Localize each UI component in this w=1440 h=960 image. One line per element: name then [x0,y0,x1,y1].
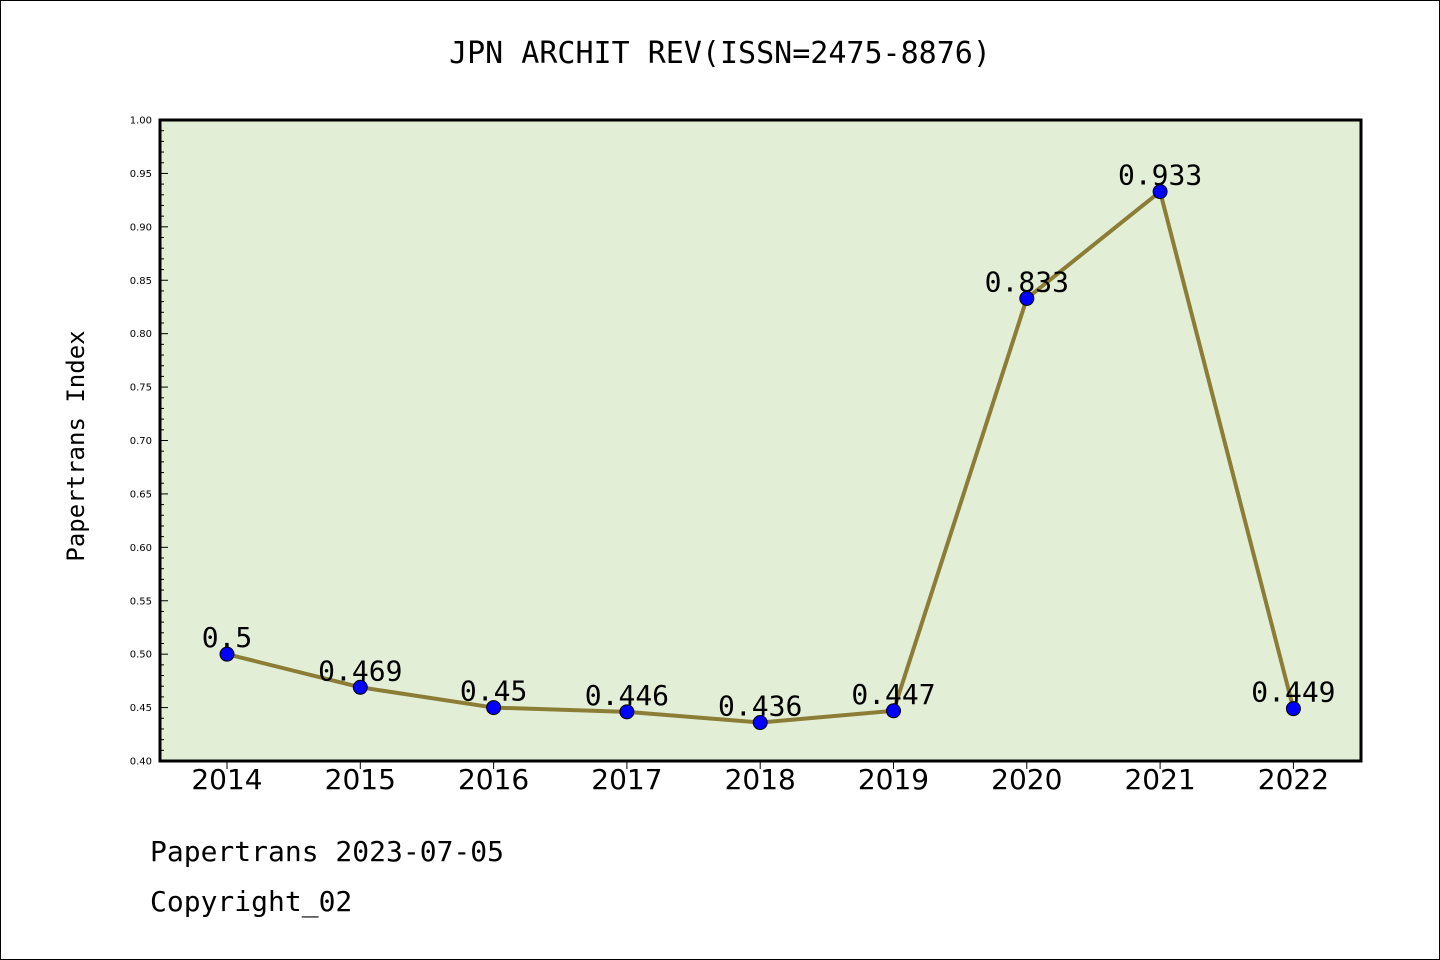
x-tick-label: 2016 [458,763,529,796]
y-tick-label: 0.85 [130,276,152,287]
data-label: 0.833 [985,265,1069,298]
data-label: 0.436 [718,690,802,723]
y-tick-label: 0.60 [130,543,152,554]
data-point [752,715,768,731]
plot-border [158,118,1363,763]
data-label: 0.447 [851,678,935,711]
series-group [219,184,1301,731]
plot-area [160,120,1361,761]
data-label: 0.933 [1118,159,1202,192]
data-label: 0.446 [585,679,669,712]
x-tick-label: 2022 [1258,763,1329,796]
data-point [1285,701,1301,717]
x-tick-label: 2015 [325,763,396,796]
data-label: 0.45 [460,675,527,708]
data-labels: 0.5 0.469 0.45 0.446 0.436 0.447 0.833 0.933 0.4… [202,159,1336,723]
data-point [886,703,901,719]
data-point [1152,184,1168,200]
y-tick-label: 0.80 [130,329,152,340]
x-tick-label: 2018 [725,763,796,796]
y-tick-label: 0.70 [130,436,152,447]
x-tick-label: 2020 [991,763,1062,796]
data-point [219,646,235,662]
x-axis: 2014 2015 2016 2017 2018 2019 2020 2021 2022 [191,761,1329,796]
x-tick-label: 2014 [191,763,262,796]
y-tick-label: 0.65 [130,489,152,500]
y-tick-label: 0.95 [130,169,152,180]
x-tick-label: 2019 [858,763,929,796]
data-point [619,704,635,720]
y-tick-label: 0.45 [130,703,152,714]
data-point [486,700,502,716]
chart-title: JPN ARCHIT REV(ISSN=2475-8876) [449,36,991,71]
data-label: 0.449 [1251,676,1335,709]
y-tick-label: 0.40 [130,757,152,768]
footer-date: Papertrans 2023-07-05 [150,835,505,868]
y-tick-label: 0.75 [130,383,152,394]
data-label: 0.5 [202,621,253,654]
data-point [1019,290,1035,306]
data-point [352,679,368,695]
x-tick-label: 2017 [591,763,662,796]
footer-copyright: Copyright_02 [150,885,353,918]
x-tick-label: 2021 [1124,763,1195,796]
y-tick-label: 0.50 [130,650,152,661]
y-tick-label: 1.00 [130,116,152,127]
data-label: 0.469 [318,654,402,687]
y-tick-label: 0.90 [130,222,152,233]
y-tick-label: 0.55 [130,596,152,607]
